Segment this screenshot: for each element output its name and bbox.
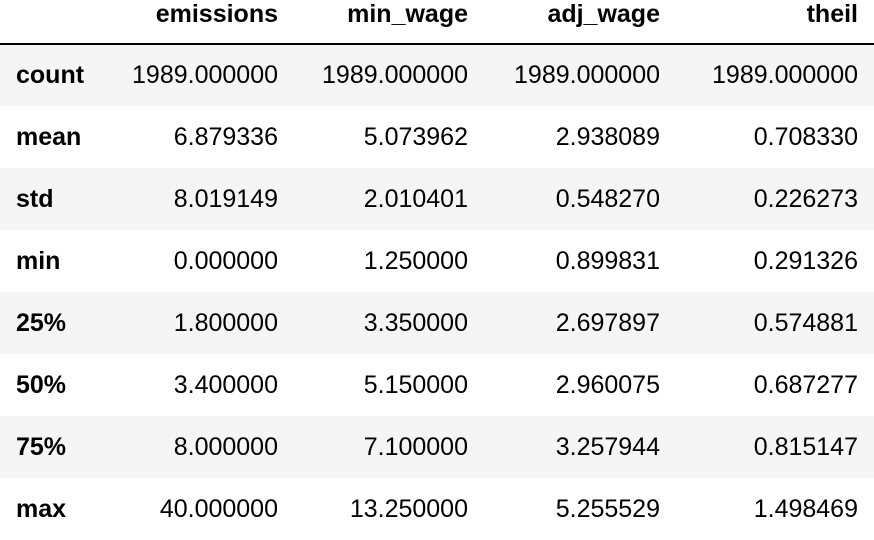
table-cell: 0.000000 — [173, 246, 278, 275]
table-cell: 3.350000 — [363, 308, 468, 337]
table-cell: 1989.000000 — [132, 61, 278, 89]
table-cell: 1989.000000 — [514, 61, 660, 89]
table-cell: 5.073962 — [363, 122, 468, 151]
row-label: std — [16, 184, 54, 213]
table-cell: 5.150000 — [363, 370, 468, 399]
column-header-adj-wage: adj_wage — [484, 0, 676, 45]
table-cell: 1.250000 — [363, 246, 468, 275]
table-cell: 1.800000 — [173, 308, 278, 337]
row-label: 25% — [16, 308, 67, 337]
table-cell: 0.708330 — [753, 122, 858, 151]
column-header-emissions: emissions — [104, 0, 294, 45]
header-row: emissions min_wage adj_wage theil — [0, 0, 874, 45]
table-cell: 0.226273 — [753, 184, 858, 213]
table-row-25pct: 25% 1.800000 3.350000 2.697897 0.574881 — [0, 292, 874, 354]
table-cell: 0.574881 — [753, 308, 858, 337]
table-header: emissions min_wage adj_wage theil — [0, 0, 874, 45]
column-header-min-wage: min_wage — [294, 0, 484, 45]
row-label: 50% — [16, 370, 67, 399]
table-cell: 3.400000 — [173, 370, 278, 399]
table-cell: 8.000000 — [173, 432, 278, 461]
row-label: max — [16, 494, 67, 523]
table-cell: 0.291326 — [753, 246, 858, 275]
table-cell: 13.250000 — [349, 494, 468, 523]
index-header-corner — [0, 0, 104, 45]
table-row-max: max 40.000000 13.250000 5.255529 1.49846… — [0, 478, 874, 540]
table-cell: 2.960075 — [555, 370, 660, 399]
table-cell: 2.010401 — [363, 184, 468, 213]
table-cell: 5.255529 — [555, 494, 660, 523]
table-row-mean: mean 6.879336 5.073962 2.938089 0.708330 — [0, 106, 874, 168]
table-cell: 0.548270 — [555, 184, 660, 213]
table-row-count: count 1989.000000 1989.000000 1989.00000… — [0, 44, 874, 106]
table-cell: 1989.000000 — [712, 61, 858, 89]
table-cell: 0.687277 — [753, 370, 858, 399]
column-header-theil: theil — [676, 0, 874, 45]
table-row-50pct: 50% 3.400000 5.150000 2.960075 0.687277 — [0, 354, 874, 416]
row-label: count — [16, 61, 85, 89]
table-cell: 40.000000 — [159, 494, 278, 523]
table-cell: 0.815147 — [753, 432, 858, 461]
table-row-std: std 8.019149 2.010401 0.548270 0.226273 — [0, 168, 874, 230]
table-cell: 8.019149 — [173, 184, 278, 213]
row-label: min — [16, 246, 61, 275]
table-body: count 1989.000000 1989.000000 1989.00000… — [0, 44, 874, 540]
table-cell: 1989.000000 — [322, 61, 468, 89]
row-label: 75% — [16, 432, 67, 461]
table-cell: 1.498469 — [753, 494, 858, 523]
row-label: mean — [16, 122, 82, 151]
table-row-75pct: 75% 8.000000 7.100000 3.257944 0.815147 — [0, 416, 874, 478]
table-cell: 3.257944 — [555, 432, 660, 461]
table-row-min: min 0.000000 1.250000 0.899831 0.291326 — [0, 230, 874, 292]
table-cell: 6.879336 — [173, 122, 278, 151]
table-cell: 0.899831 — [555, 246, 660, 275]
table-cell: 7.100000 — [363, 432, 468, 461]
table-cell: 2.697897 — [555, 308, 660, 337]
table-cell: 2.938089 — [555, 122, 660, 151]
